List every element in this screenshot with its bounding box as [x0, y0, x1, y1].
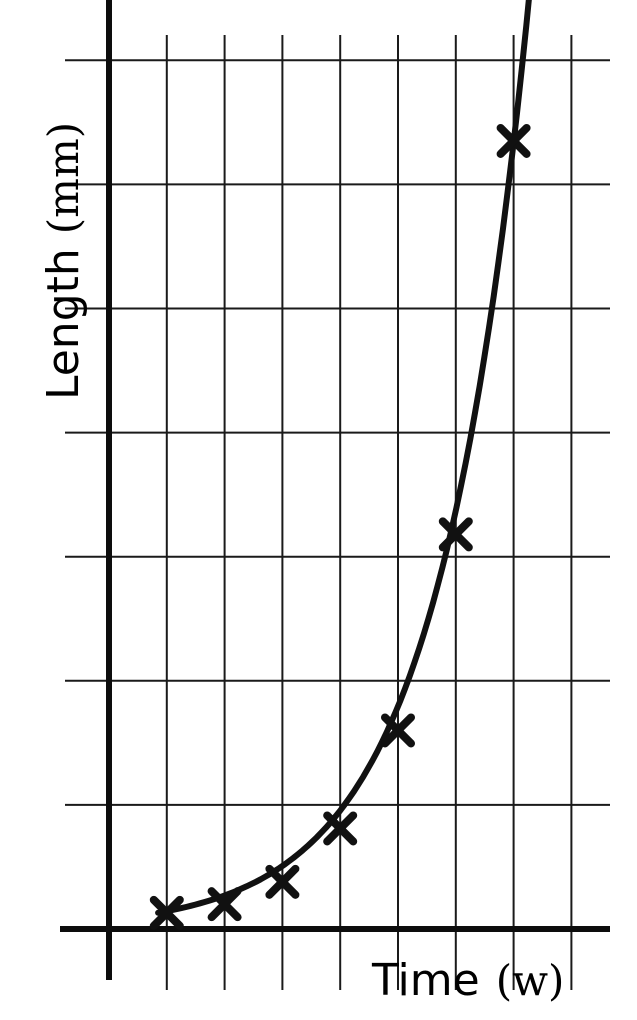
data-points: [149, 123, 531, 930]
y-axis-label-quantity: Length: [38, 248, 89, 400]
data-point-7: [496, 123, 531, 158]
data-point-2: [207, 887, 242, 922]
data-point-6: [438, 517, 473, 552]
x-axis-label-unit: (w): [496, 956, 565, 1005]
data-point-3: [265, 864, 300, 899]
x-axis-label: Time (w): [371, 955, 564, 1006]
y-axis-label: Length (mm): [38, 122, 89, 400]
trend-curve: [155, 0, 532, 916]
data-point-4: [323, 811, 358, 846]
y-axis-label-unit: (mm): [39, 122, 88, 234]
grid: [65, 35, 610, 990]
data-point-1: [149, 895, 184, 930]
data-point-5: [381, 713, 415, 748]
x-axis-label-quantity: Time: [371, 955, 480, 1006]
